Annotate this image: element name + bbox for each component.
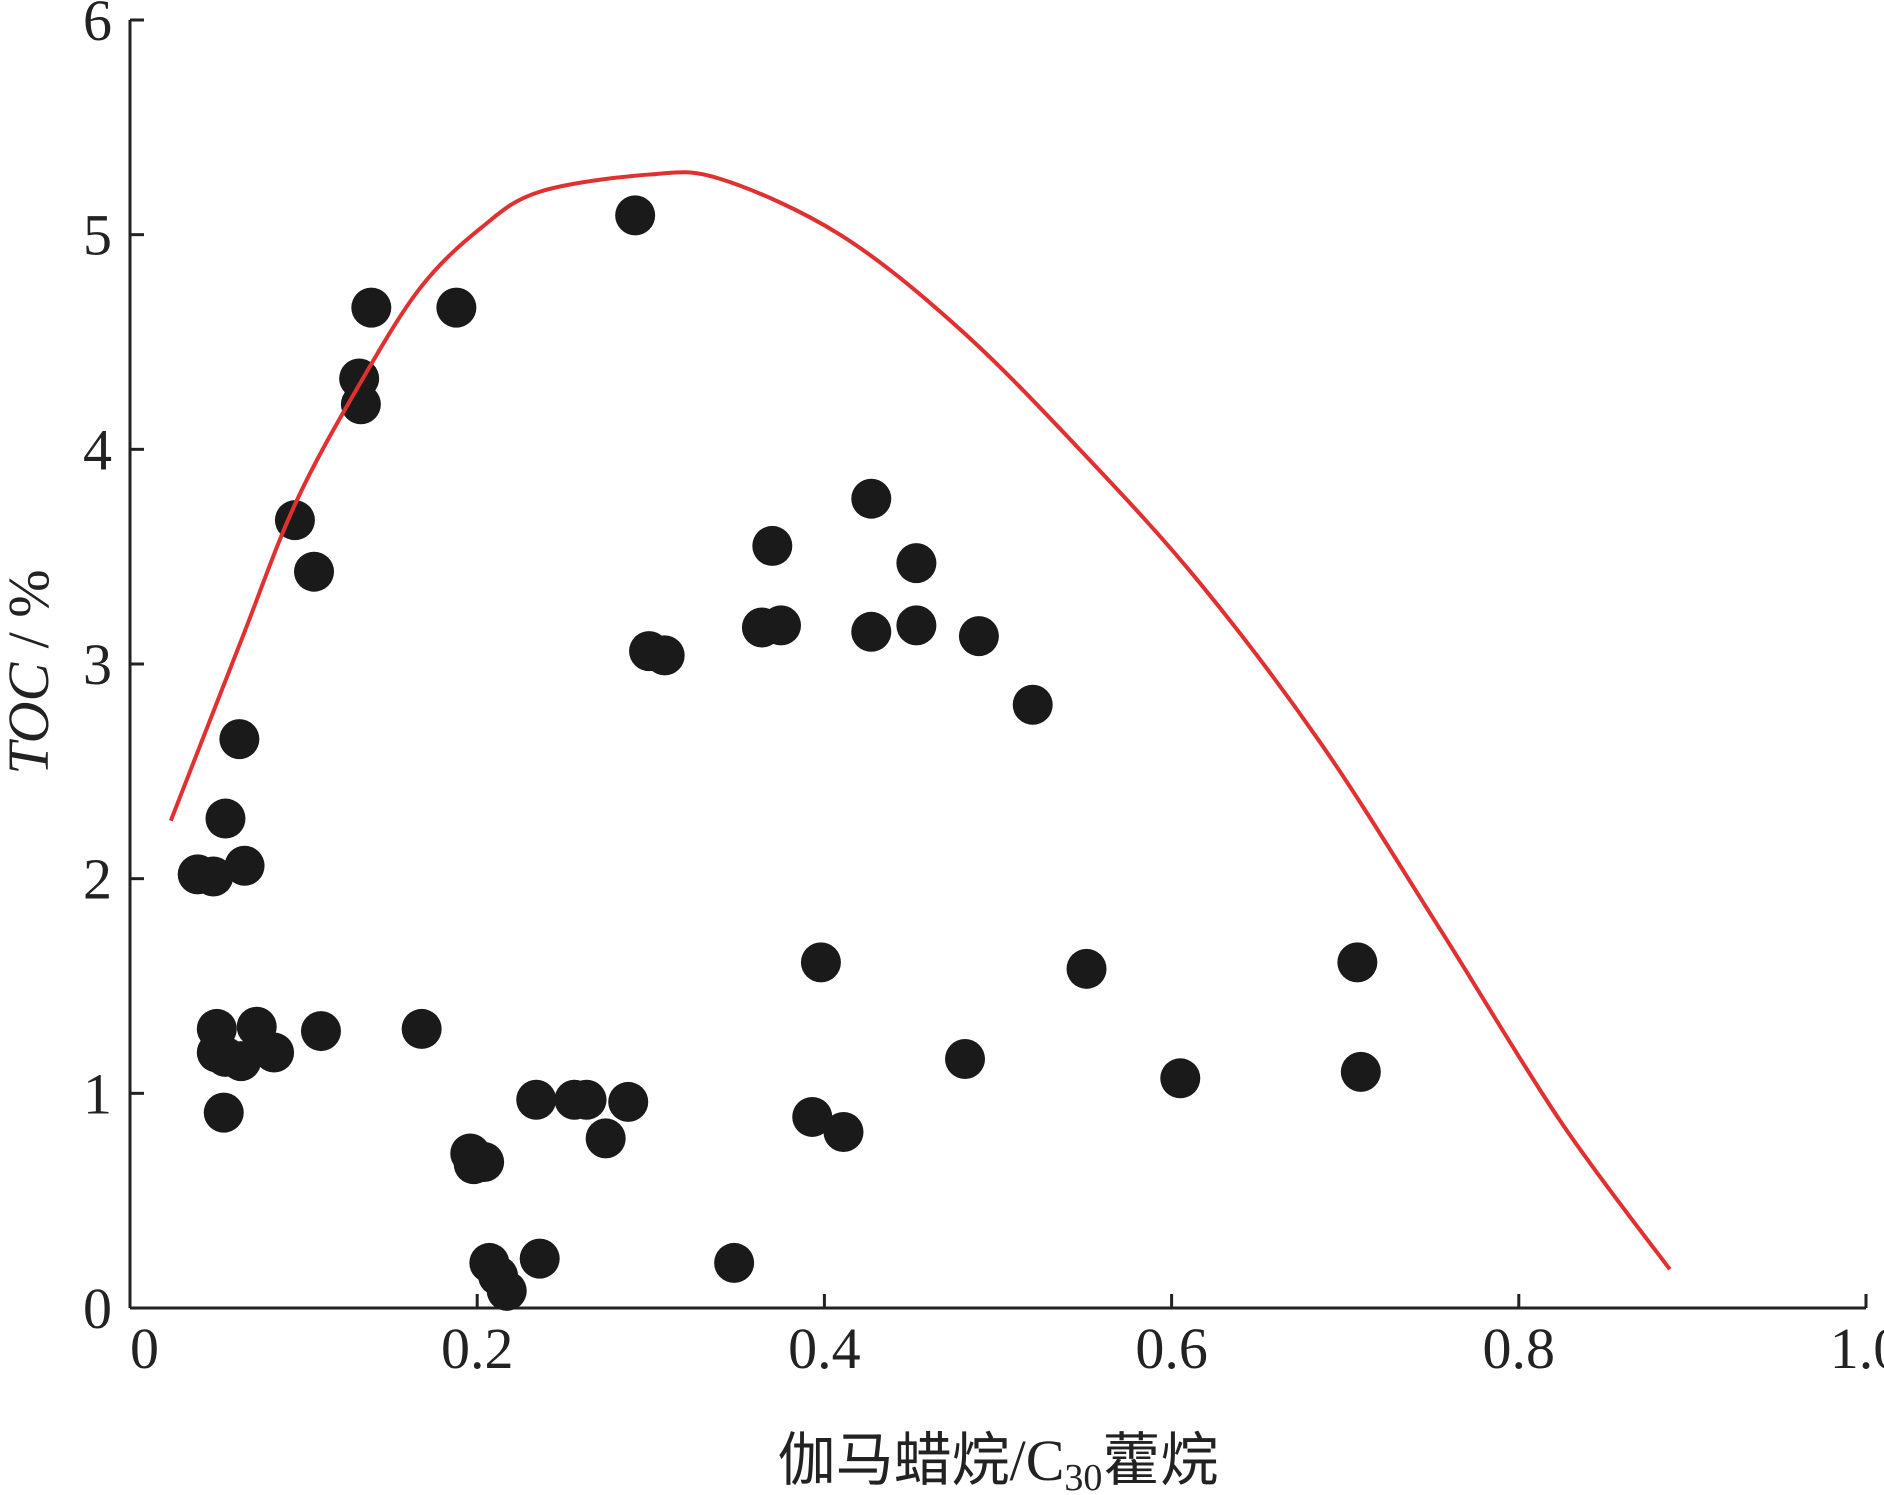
x-tick-label: 1.0 [1830, 1316, 1884, 1381]
data-point [205, 798, 246, 839]
data-point [585, 1118, 626, 1159]
y-tick-label: 2 [83, 847, 112, 912]
y-label-part: / % [0, 569, 61, 662]
x-label-part: 藿烷 [1102, 1428, 1218, 1493]
data-point [851, 611, 892, 652]
data-point [566, 1079, 607, 1120]
x-tick-label: 0.4 [788, 1316, 861, 1381]
data-point [851, 478, 892, 519]
data-point [945, 1038, 986, 1079]
data-point [896, 543, 937, 584]
trend-curve [168, 170, 1672, 1271]
x-label-part: 伽马蜡烷/C [778, 1428, 1065, 1493]
y-tick-label: 5 [83, 203, 112, 268]
data-point [644, 635, 685, 676]
data-point [608, 1081, 649, 1122]
data-point [896, 605, 937, 646]
data-point [294, 551, 335, 592]
data-point [1337, 942, 1378, 983]
data-point [340, 384, 381, 425]
data-point [1160, 1058, 1201, 1099]
data-point [351, 287, 392, 328]
x-axis-label: 伽马蜡烷/C30藿烷 [778, 1428, 1219, 1495]
x-label-subscript: 30 [1064, 1457, 1102, 1495]
x-tick-label: 0.8 [1483, 1316, 1556, 1381]
data-point [254, 1032, 295, 1073]
y-tick-label: 3 [83, 632, 112, 697]
data-point [752, 525, 793, 566]
y-tick-label: 1 [83, 1061, 112, 1126]
data-point [823, 1111, 864, 1152]
data-point [464, 1142, 505, 1183]
data-point [193, 856, 234, 897]
data-point [761, 605, 801, 646]
y-axis-label: TOC / % [0, 569, 61, 774]
data-point [224, 845, 265, 886]
data-point [519, 1238, 560, 1279]
data-point [516, 1079, 557, 1120]
data-point [1066, 948, 1107, 989]
y-tick-label: 4 [83, 417, 112, 482]
data-point [800, 942, 841, 983]
data-point [1340, 1051, 1381, 1092]
data-point [401, 1008, 442, 1049]
x-tick-label: 0.2 [441, 1316, 514, 1381]
data-point [219, 719, 260, 760]
data-point [1012, 684, 1053, 725]
y-label-part: TOC [0, 662, 61, 775]
data-point [615, 195, 656, 236]
data-point [714, 1242, 755, 1283]
data-point [958, 616, 999, 657]
data-point [792, 1096, 833, 1137]
x-tick-label: 0 [130, 1316, 159, 1381]
y-tick-label: 0 [83, 1276, 112, 1341]
data-point [436, 287, 477, 328]
data-point [300, 1011, 341, 1052]
data-point [221, 1041, 262, 1082]
y-tick-label: 6 [83, 0, 112, 53]
data-point [486, 1270, 527, 1311]
data-point [203, 1092, 244, 1133]
x-tick-label: 0.6 [1135, 1316, 1208, 1381]
